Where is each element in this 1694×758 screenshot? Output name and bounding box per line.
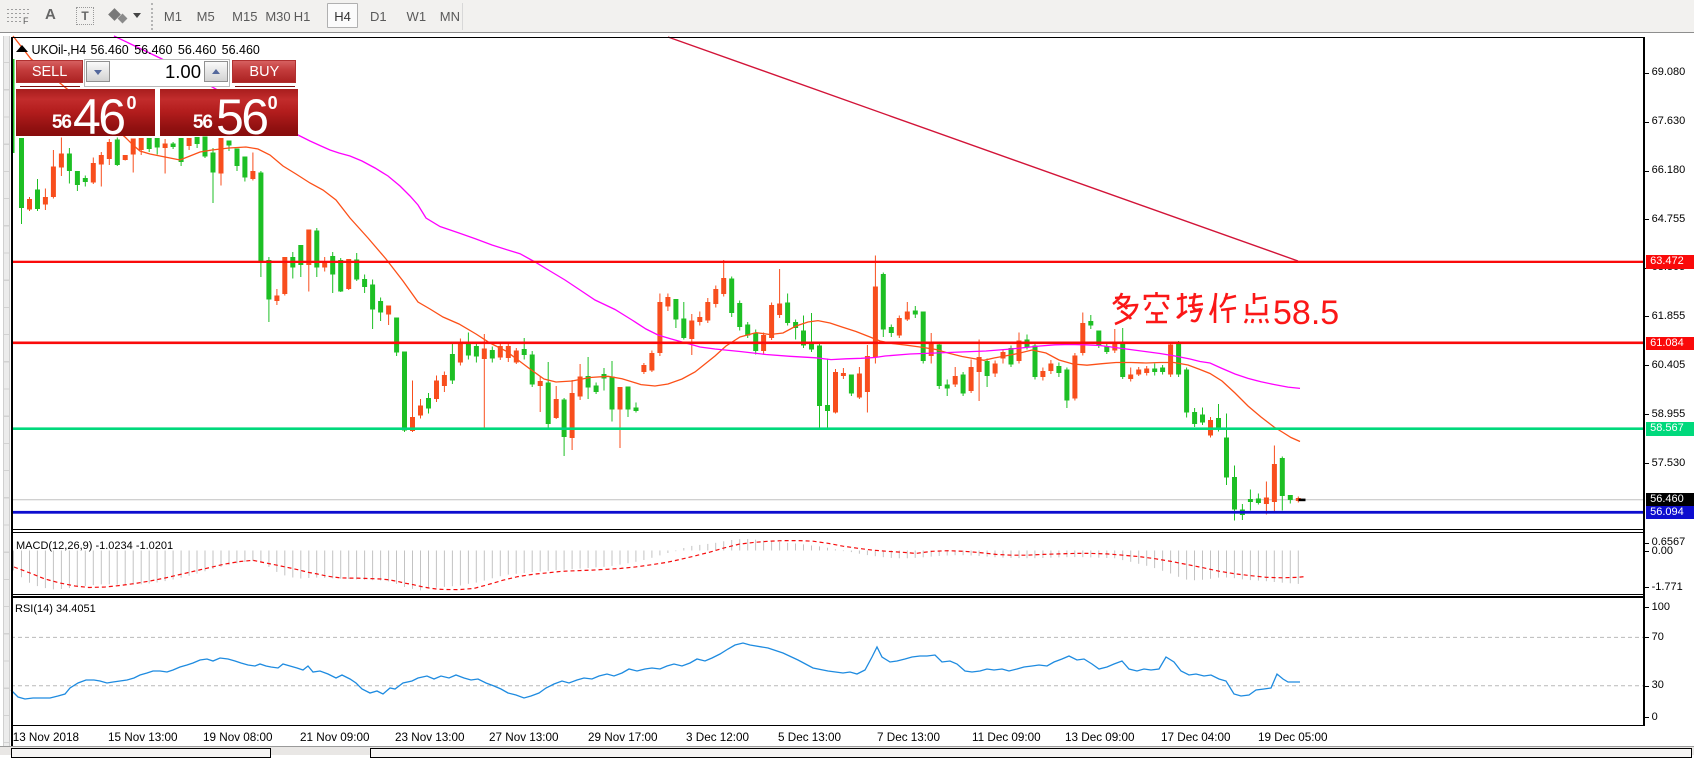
- svg-text:58.5: 58.5: [1273, 294, 1339, 332]
